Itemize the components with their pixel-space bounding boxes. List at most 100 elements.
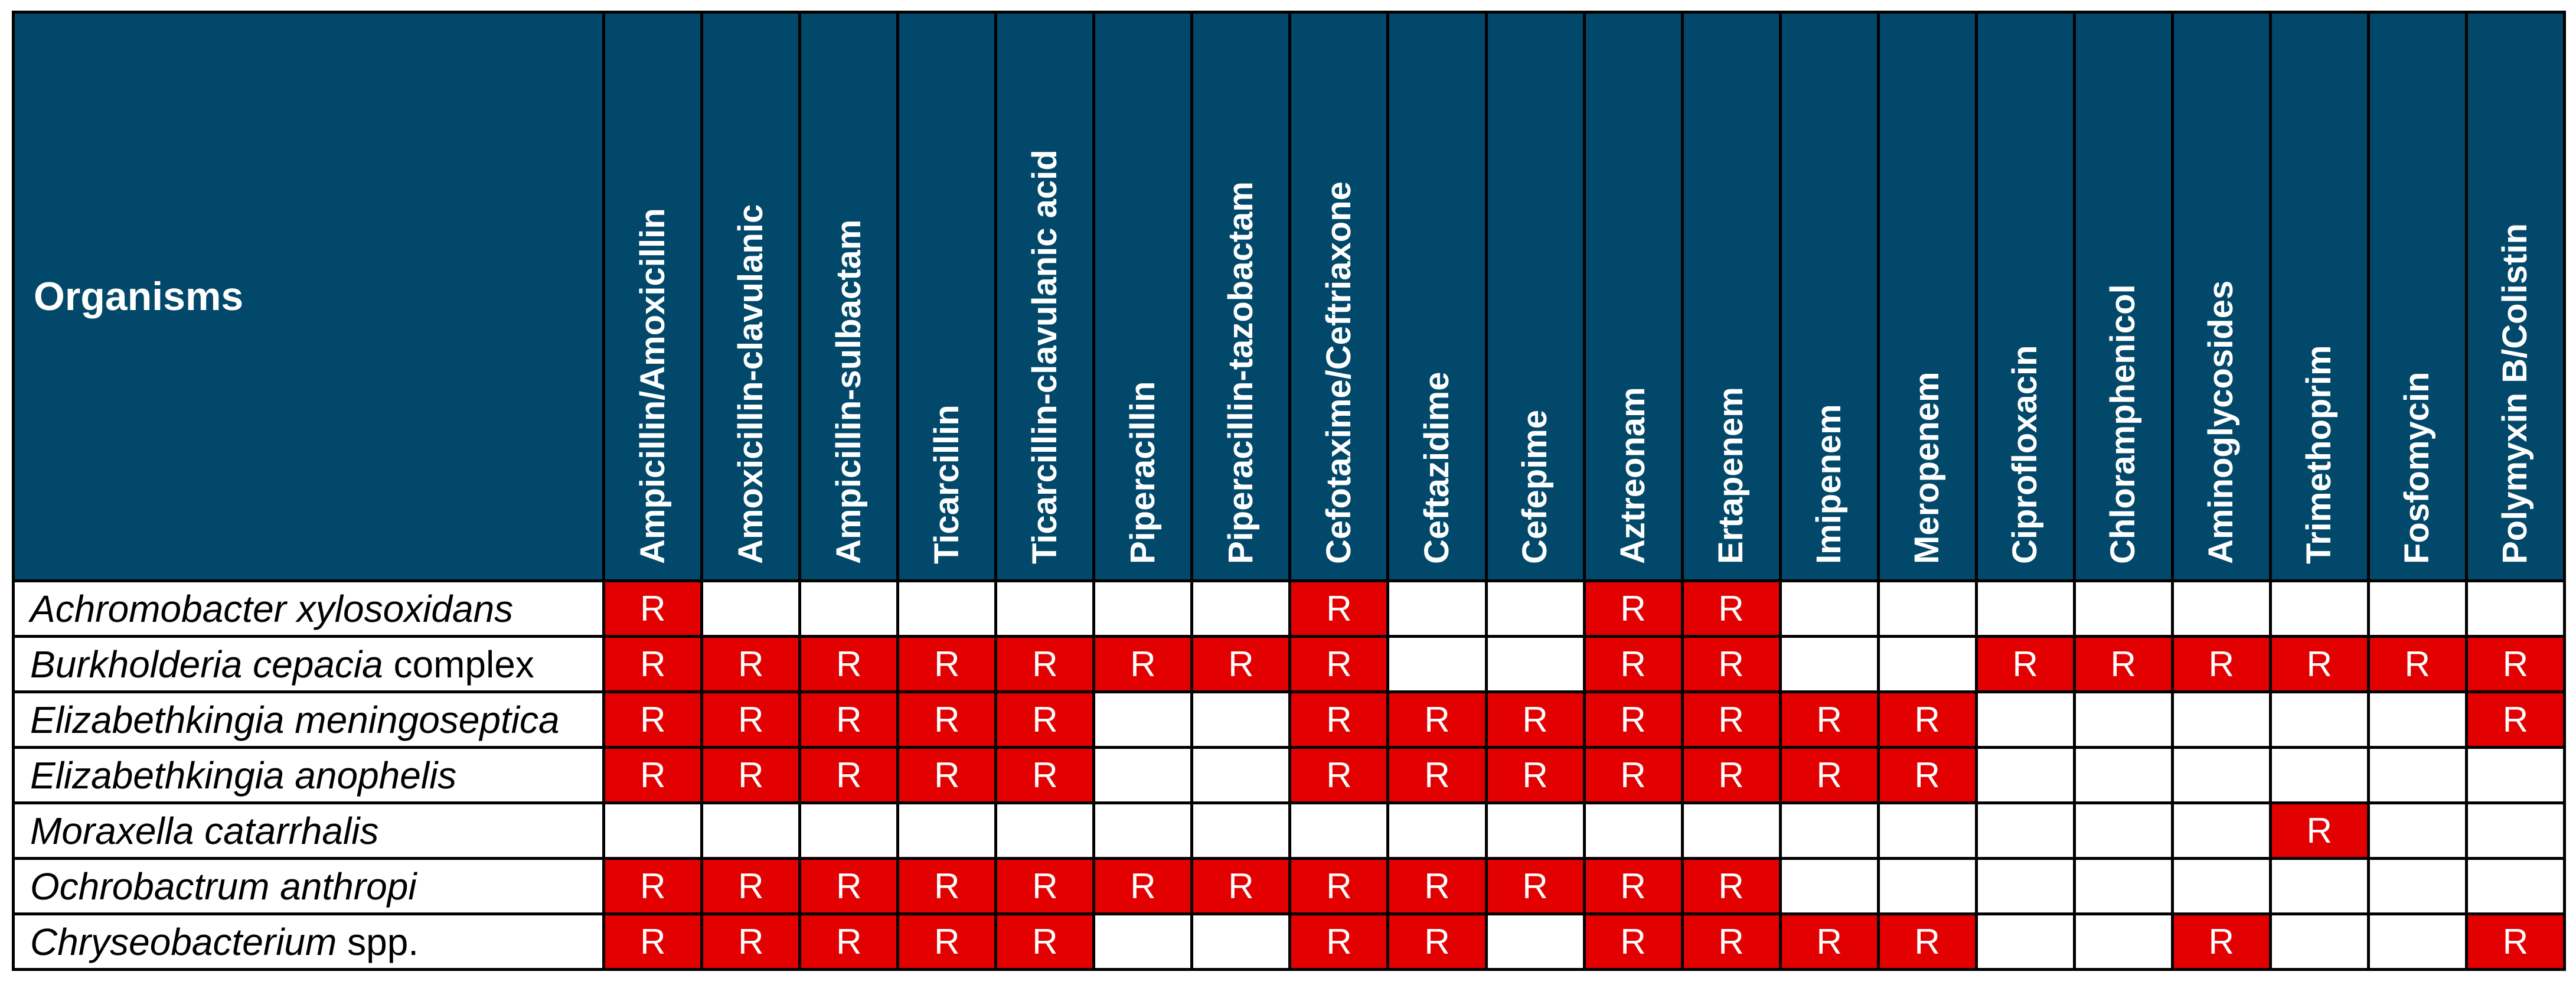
resistant-cell: R	[1582, 690, 1684, 749]
antibiotic-header-label: Chloramphenicol	[2104, 284, 2143, 564]
empty-cell	[2072, 912, 2174, 971]
antibiotic-header-label: Aminoglycosides	[2202, 280, 2241, 564]
empty-cell	[1092, 746, 1194, 804]
organism-name-cell: Chryseobacterium spp.	[11, 912, 606, 971]
resistant-cell: R	[2072, 635, 2174, 693]
empty-cell	[1974, 690, 2076, 749]
empty-cell	[1190, 579, 1292, 638]
resistant-cell: R	[1582, 635, 1684, 693]
antibiotic-header-label: Trimethoprim	[2300, 345, 2339, 564]
empty-cell	[1386, 801, 1488, 860]
antibiotic-header-label: Piperacillin	[1123, 381, 1162, 564]
empty-cell	[1974, 912, 2076, 971]
resistant-cell: R	[1582, 746, 1684, 804]
resistant-cell: R	[1680, 635, 1782, 693]
empty-cell	[798, 801, 900, 860]
resistant-cell: R	[2170, 635, 2272, 693]
empty-cell	[2268, 579, 2370, 638]
empty-cell	[1484, 801, 1586, 860]
resistant-cell: R	[1974, 635, 2076, 693]
resistant-cell: R	[1876, 746, 1978, 804]
resistant-cell: R	[1092, 857, 1194, 915]
resistance-table-container: Organisms Ampicillin/Amoxicillin Amoxicil…	[11, 11, 2567, 986]
resistant-cell: R	[1288, 579, 1390, 638]
empty-cell	[2268, 746, 2370, 804]
antibiotic-header-label: Ampicillin-sulbactam	[829, 219, 868, 564]
resistant-cell: R	[2170, 912, 2272, 971]
antibiotic-column-header: Aztreonam	[1582, 11, 1684, 582]
empty-cell	[1974, 801, 2076, 860]
resistant-cell: R	[1484, 857, 1586, 915]
resistant-cell: R	[994, 635, 1096, 693]
resistant-cell: R	[2464, 912, 2567, 971]
empty-cell	[1092, 801, 1194, 860]
table-row: Achromobacter xylosoxidans R R R R	[11, 579, 2567, 638]
resistant-cell: R	[896, 690, 998, 749]
resistant-cell: R	[700, 912, 802, 971]
empty-cell	[1680, 801, 1782, 860]
antibiotic-column-header: Meropenem	[1876, 11, 1978, 582]
resistant-cell: R	[602, 746, 704, 804]
empty-cell	[1092, 579, 1194, 638]
resistant-cell: R	[1680, 912, 1782, 971]
resistant-cell: R	[1876, 912, 1978, 971]
antibiotic-column-header: Chloramphenicol	[2072, 11, 2174, 582]
antibiotic-header-label: Meropenem	[1908, 371, 1947, 564]
resistant-cell: R	[896, 912, 998, 971]
empty-cell	[1484, 912, 1586, 971]
resistant-cell: R	[896, 857, 998, 915]
antibiotic-header-label: Cefepime	[1516, 409, 1555, 564]
empty-cell	[1876, 857, 1978, 915]
organism-name-cell: Ochrobactrum anthropi	[11, 857, 606, 915]
resistant-cell: R	[2366, 635, 2468, 693]
resistant-cell: R	[798, 857, 900, 915]
empty-cell	[994, 579, 1096, 638]
resistant-cell: R	[1582, 912, 1684, 971]
antibiotic-column-header: Trimethoprim	[2268, 11, 2370, 582]
resistant-cell: R	[1680, 857, 1782, 915]
resistant-cell: R	[1484, 690, 1586, 749]
table-row: Ochrobactrum anthropi R R R R R R R R R R R R	[11, 857, 2567, 915]
organism-name-part: Elizabethkingia meningoseptica	[30, 698, 560, 741]
antibiotic-header-label: Ticarcillin	[927, 405, 966, 564]
antibiotic-column-header: Ciprofloxacin	[1974, 11, 2076, 582]
organisms-column-header: Organisms	[11, 11, 606, 582]
table-row: Elizabethkingia anophelis R R R R R R R R R R R R	[11, 746, 2567, 804]
resistant-cell: R	[798, 746, 900, 804]
table-row: Burkholderia cepacia complex R R R R R R R R R R R R…	[11, 635, 2567, 693]
empty-cell	[896, 579, 998, 638]
empty-cell	[2170, 801, 2272, 860]
resistant-cell: R	[1092, 635, 1194, 693]
empty-cell	[2464, 746, 2567, 804]
empty-cell	[1974, 746, 2076, 804]
empty-cell	[2268, 912, 2370, 971]
empty-cell	[2366, 579, 2468, 638]
empty-cell	[2072, 579, 2174, 638]
resistant-cell: R	[1386, 912, 1488, 971]
organism-name-part: Chryseobacterium	[30, 920, 337, 963]
antibiotic-header-label: Fosfomycin	[2398, 371, 2437, 565]
resistant-cell: R	[1876, 690, 1978, 749]
empty-cell	[1190, 690, 1292, 749]
empty-cell	[2072, 801, 2174, 860]
organism-name-part: complex	[383, 643, 534, 686]
table-body: Achromobacter xylosoxidans R R R R Burkholder…	[11, 579, 2567, 971]
antibiotic-column-header: Imipenem	[1778, 11, 1880, 582]
antibiotic-column-header: Ampicillin-sulbactam	[798, 11, 900, 582]
organism-name-part: Elizabethkingia anophelis	[30, 754, 457, 797]
resistant-cell: R	[1680, 690, 1782, 749]
empty-cell	[602, 801, 704, 860]
resistant-cell: R	[994, 746, 1096, 804]
resistant-cell: R	[602, 635, 704, 693]
antibiotic-header-label: Amoxicillin-clavulanic	[731, 204, 770, 564]
resistant-cell: R	[700, 857, 802, 915]
resistant-cell: R	[1288, 690, 1390, 749]
empty-cell	[1778, 635, 1880, 693]
empty-cell	[2072, 857, 2174, 915]
resistant-cell: R	[2268, 635, 2370, 693]
antibiotic-header-label: Ticarcillin-clavulanic acid	[1025, 149, 1064, 564]
antibiotic-column-header: Amoxicillin-clavulanic	[700, 11, 802, 582]
organism-name-cell: Achromobacter xylosoxidans	[11, 579, 606, 638]
empty-cell	[1778, 857, 1880, 915]
resistant-cell: R	[1190, 635, 1292, 693]
